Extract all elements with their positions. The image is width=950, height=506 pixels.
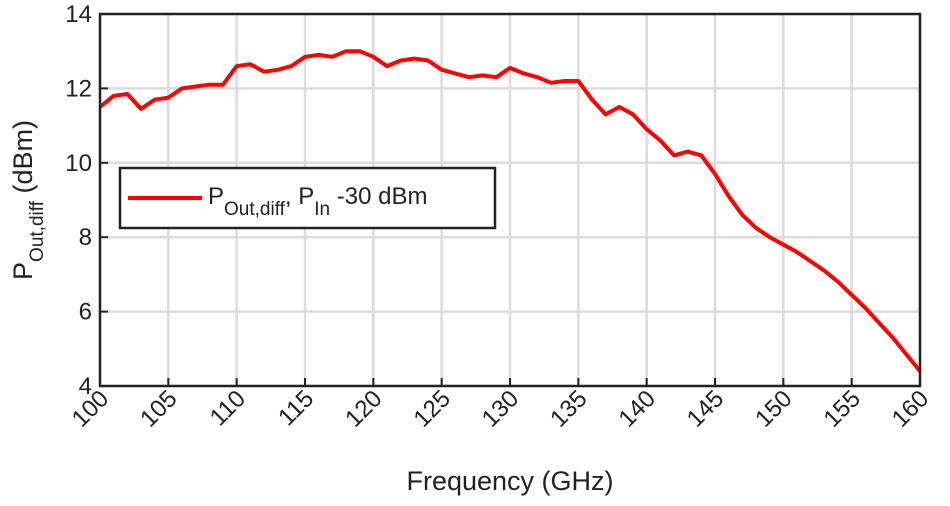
x-tick-label: 135 bbox=[545, 385, 592, 432]
x-tick-label: 110 bbox=[205, 385, 251, 431]
x-tick-label: 130 bbox=[477, 385, 524, 432]
x-tick-label: 125 bbox=[409, 385, 456, 432]
text-part: P bbox=[208, 183, 224, 210]
x-tick-label: 150 bbox=[750, 385, 797, 432]
x-tick-label: 160 bbox=[887, 385, 934, 432]
x-tick-label: 155 bbox=[819, 385, 866, 432]
text-part: P bbox=[8, 262, 38, 280]
y-tick-label: 12 bbox=[65, 75, 92, 102]
legend-label: POut,diff, PIn -30 dBm bbox=[208, 183, 428, 220]
y-tick-label: 10 bbox=[65, 150, 92, 177]
plot-frame bbox=[98, 12, 922, 388]
x-tick-label: 105 bbox=[135, 385, 182, 432]
y-tick-label: 6 bbox=[79, 299, 92, 326]
legend-box bbox=[118, 166, 497, 230]
y-tick-label: 4 bbox=[79, 373, 92, 400]
y-axis-label: POut,diff (dBm) bbox=[8, 120, 48, 280]
text-part: , P bbox=[285, 183, 314, 210]
y-tick-label: 14 bbox=[65, 1, 92, 28]
x-tick-label: 120 bbox=[340, 385, 387, 432]
x-tick-label: 115 bbox=[273, 385, 319, 431]
y-tick-label: 8 bbox=[79, 224, 92, 251]
text-part: (dBm) bbox=[8, 120, 38, 201]
data-line bbox=[98, 49, 922, 373]
text-part: Out,diff bbox=[27, 200, 48, 262]
x-tick-label: 145 bbox=[682, 385, 729, 432]
legend bbox=[118, 166, 497, 230]
text-part: Out,diff bbox=[224, 199, 286, 220]
text-part: -30 dBm bbox=[330, 183, 427, 210]
x-tick-label: 140 bbox=[614, 385, 661, 432]
x-axis-label: Frequency (GHz) bbox=[406, 466, 613, 496]
text-part: In bbox=[314, 199, 330, 220]
x-tick-label: 100 bbox=[67, 385, 114, 432]
